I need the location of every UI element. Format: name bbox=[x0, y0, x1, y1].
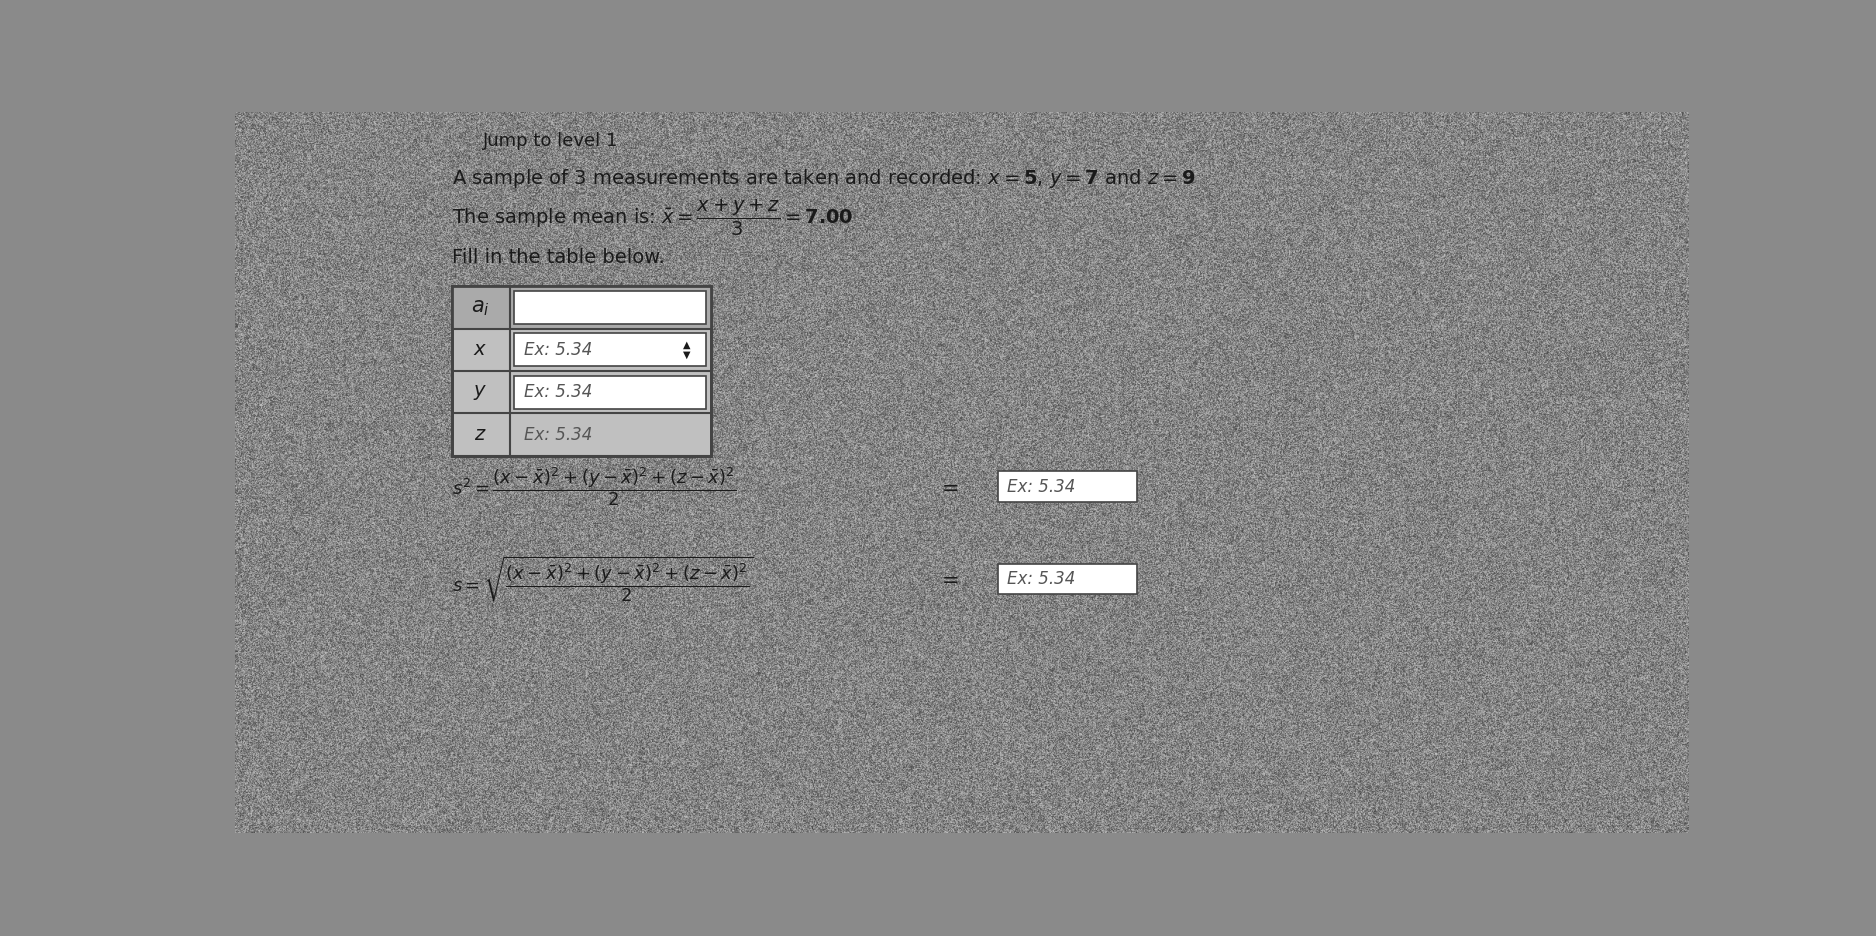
Text: $a_i$: $a_i$ bbox=[471, 298, 490, 317]
FancyBboxPatch shape bbox=[514, 375, 707, 409]
Text: The sample mean is: $\bar{x} = \dfrac{x+y+z}{3} = \mathbf{7.00}$: The sample mean is: $\bar{x} = \dfrac{x+… bbox=[452, 197, 854, 238]
Text: $=$: $=$ bbox=[936, 569, 959, 589]
Text: $y$: $y$ bbox=[473, 383, 488, 402]
Text: Ex: 5.34: Ex: 5.34 bbox=[523, 383, 593, 402]
Text: $=$: $=$ bbox=[936, 476, 959, 496]
FancyBboxPatch shape bbox=[998, 563, 1137, 594]
Text: $(a_i - \bar{x})^2$: $(a_i - \bar{x})^2$ bbox=[572, 295, 649, 320]
FancyBboxPatch shape bbox=[452, 286, 711, 456]
Text: $s = \sqrt{\dfrac{(x-\bar{x})^2+(y-\bar{x})^2+(z-\bar{x})^2}{2}}$: $s = \sqrt{\dfrac{(x-\bar{x})^2+(y-\bar{… bbox=[452, 554, 752, 604]
Text: Ex: 5.34: Ex: 5.34 bbox=[523, 341, 593, 358]
Text: $z$: $z$ bbox=[475, 425, 488, 444]
Text: ▼: ▼ bbox=[683, 349, 690, 359]
Text: Ex: 5.34: Ex: 5.34 bbox=[523, 426, 593, 444]
Text: Jump to level 1: Jump to level 1 bbox=[482, 132, 617, 151]
Text: $s^2 = \dfrac{(x-\bar{x})^2+(y-\bar{x})^2+(z-\bar{x})^2}{2}$: $s^2 = \dfrac{(x-\bar{x})^2+(y-\bar{x})^… bbox=[452, 465, 735, 508]
FancyBboxPatch shape bbox=[514, 333, 707, 366]
Text: A sample of 3 measurements are taken and recorded: $x = \mathbf{5}$, $y = \mathb: A sample of 3 measurements are taken and… bbox=[452, 167, 1195, 190]
FancyBboxPatch shape bbox=[452, 286, 711, 329]
Text: Ex: 5.34: Ex: 5.34 bbox=[1007, 570, 1075, 588]
FancyBboxPatch shape bbox=[514, 291, 707, 324]
Text: Ex: 5.34: Ex: 5.34 bbox=[1007, 477, 1075, 495]
Text: Fill in the table below.: Fill in the table below. bbox=[452, 248, 664, 267]
FancyBboxPatch shape bbox=[998, 471, 1137, 502]
Text: $x$: $x$ bbox=[473, 341, 488, 359]
Text: ▲: ▲ bbox=[683, 341, 690, 350]
